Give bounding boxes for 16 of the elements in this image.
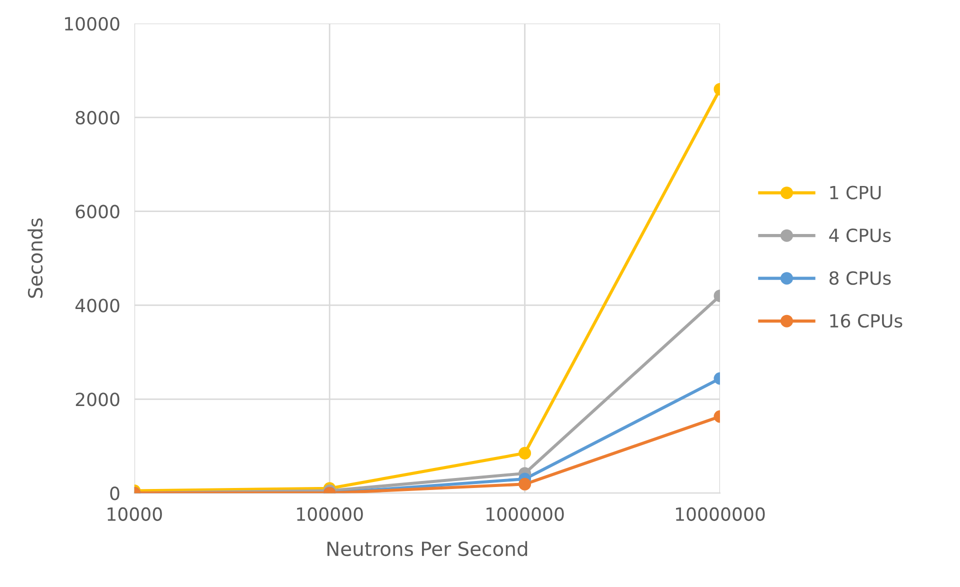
- legend-label: 16 CPUs: [830, 314, 902, 328]
- legend-label: 1 CPU: [830, 186, 881, 200]
- y-tick-label: 2000: [76, 392, 120, 406]
- y-tick-label: 0: [110, 486, 120, 500]
- x-tick-label: 10000000: [676, 507, 765, 521]
- legend-label: 8 CPUs: [830, 271, 891, 285]
- y-tick-label: 4000: [75, 298, 120, 312]
- x-tick-label: 10000: [108, 507, 162, 521]
- y-tick-label: 10000: [65, 16, 120, 31]
- legend-label: 4 CPUs: [829, 228, 891, 242]
- x-axis-title: Neutrons Per Second: [327, 541, 528, 556]
- x-tick-label: 100000: [297, 507, 363, 521]
- y-tick-label: 8000: [76, 110, 120, 125]
- x-tick-label: 1000000: [486, 507, 564, 521]
- y-tick-label: 6000: [76, 204, 120, 218]
- y-axis-title: Seconds: [28, 218, 43, 298]
